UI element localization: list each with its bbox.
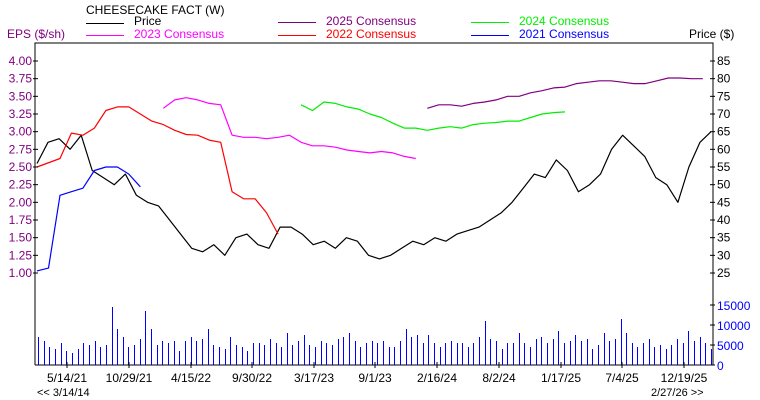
right-axis-label: 65 [717, 125, 731, 139]
chart-frame [34, 42, 714, 366]
nav-back-link[interactable]: << 3/14/14 [37, 387, 90, 399]
legend-label-2021: 2021 Consensus [519, 27, 610, 41]
x-axis-label: 5/14/21 [47, 371, 87, 385]
x-axis-label: 12/19/25 [661, 371, 708, 385]
x-axis-label: 8/2/24 [482, 371, 516, 385]
left-axis-label: 2.50 [9, 160, 33, 174]
chart-title: CHEESECAKE FACT (W) [86, 3, 225, 17]
x-axis-label: 2/16/24 [417, 371, 457, 385]
right-axis-label: 25 [717, 266, 731, 280]
legend-label-2024: 2024 Consensus [519, 14, 610, 28]
right-axis-label: 75 [717, 89, 731, 103]
right-axis-label: 40 [717, 213, 731, 227]
right-axis-label: 80 [717, 72, 731, 86]
left-axis-label: 2.00 [9, 195, 33, 209]
right-axis-label: 50 [717, 178, 731, 192]
left-axis-label: 1.00 [9, 266, 33, 280]
legend-label-price: Price [134, 14, 162, 28]
x-axis-label: 3/17/23 [294, 371, 334, 385]
left-axis-label: 2.75 [9, 142, 33, 156]
left-axis-label: 3.25 [9, 107, 33, 121]
axes: 4.00 3.75 3.50 3.25 3.00 2.75 2.50 2.25 2.00 1.75… [9, 54, 751, 385]
series-2024-consensus [300, 101, 566, 131]
x-axis-label: 9/30/22 [232, 371, 272, 385]
series-lines [36, 77, 712, 272]
volume-axis-label: 0 [717, 359, 724, 373]
right-axis-label: 55 [717, 160, 731, 174]
left-axis-label: 4.00 [9, 54, 33, 68]
legend-label-2023: 2023 Consensus [134, 27, 225, 41]
series-2022-consensus [36, 106, 279, 235]
x-axis-label: 9/1/23 [358, 371, 392, 385]
left-axis-label: 1.75 [9, 213, 33, 227]
series-2021-consensus [36, 166, 141, 272]
right-axis-label: 35 [717, 231, 731, 245]
right-axis-label: 85 [717, 54, 731, 68]
right-axis-label: 30 [717, 248, 731, 262]
left-axis-label: 3.50 [9, 89, 33, 103]
right-axis-label: 60 [717, 142, 731, 156]
left-axis-label: 3.00 [9, 125, 33, 139]
left-axis-label: 2.25 [9, 178, 33, 192]
volume-bars [38, 307, 712, 365]
series-price [36, 131, 712, 260]
legend-line-price [86, 23, 124, 24]
legend-line-2022 [278, 35, 316, 36]
x-axis-label: 7/4/25 [605, 371, 639, 385]
x-axis-label: 4/15/22 [171, 371, 211, 385]
left-axis-label: 3.75 [9, 72, 33, 86]
legend-label-2022: 2022 Consensus [326, 27, 417, 41]
right-axis-label: 45 [717, 195, 731, 209]
right-axis-label: 70 [717, 107, 731, 121]
series-2023-consensus [162, 97, 416, 160]
volume-axis-label: 10000 [717, 319, 751, 333]
legend-line-2023 [86, 35, 124, 36]
nav-forward-link[interactable]: 2/27/26 >> [651, 387, 704, 399]
x-axis-label: 1/17/25 [541, 371, 581, 385]
x-axis-label: 10/29/21 [106, 371, 153, 385]
left-axis-label: 1.50 [9, 231, 33, 245]
legend-label-2025: 2025 Consensus [326, 14, 417, 28]
left-axis-title: EPS ($/sh) [7, 27, 66, 41]
plot-border [34, 42, 714, 365]
series-2025-consensus [427, 77, 703, 109]
volume-axis-label: 15000 [717, 299, 751, 313]
right-axis-title: Price ($) [689, 27, 735, 41]
legend-line-2024 [471, 22, 509, 23]
legend-line-2025 [278, 22, 316, 23]
volume-axis-label: 5000 [717, 339, 744, 353]
left-axis-label: 1.25 [9, 248, 33, 262]
legend-line-2021 [471, 35, 509, 36]
